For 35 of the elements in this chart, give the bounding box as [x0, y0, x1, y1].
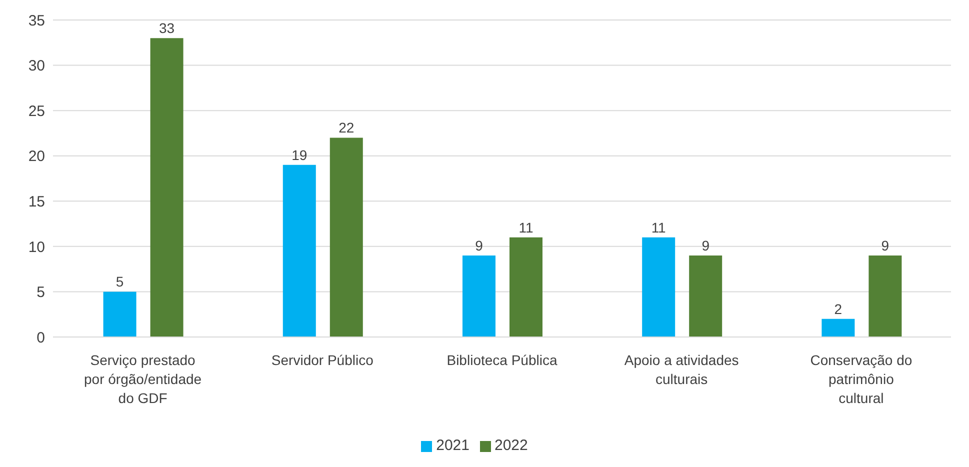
bar [462, 255, 496, 337]
y-tick-label: 30 [28, 58, 45, 75]
y-tick-label: 5 [36, 284, 45, 302]
x-tick-label: Servidor Público [271, 352, 374, 368]
y-tick-label: 20 [28, 148, 45, 166]
bar [689, 255, 722, 337]
data-label: 9 [881, 237, 890, 254]
y-tick-label: 10 [28, 238, 45, 256]
data-label: 2 [834, 300, 842, 317]
y-tick-label: 25 [28, 102, 45, 120]
bar [822, 318, 855, 337]
y-tick-label: 15 [28, 193, 45, 210]
bar [103, 292, 136, 337]
x-tick-label: Apoio a atividades culturais [624, 352, 739, 387]
data-label: 22 [338, 120, 354, 136]
legend-label: 2022 [494, 437, 528, 454]
bar [509, 237, 542, 337]
data-label: 5 [116, 274, 124, 290]
x-tick-label: Serviço prestado por órgão/entidade do GDF [84, 352, 202, 406]
data-label: 11 [651, 219, 666, 236]
legend-label: 2021 [436, 437, 470, 454]
bar [282, 164, 316, 337]
y-tick-label: 0 [36, 329, 45, 346]
bar [330, 138, 363, 337]
y-tick-label: 35 [28, 12, 45, 30]
x-tick-label: Biblioteca Pública [446, 352, 558, 368]
data-label: 9 [702, 237, 710, 254]
data-label: 9 [475, 237, 484, 254]
bar [642, 237, 676, 337]
bar [150, 38, 184, 337]
bar [868, 255, 902, 337]
data-label: 11 [518, 219, 534, 236]
data-label: 19 [292, 146, 308, 163]
x-tick-label: Conservação do patrimônio cultural [810, 352, 912, 406]
data-label: 33 [159, 20, 175, 36]
